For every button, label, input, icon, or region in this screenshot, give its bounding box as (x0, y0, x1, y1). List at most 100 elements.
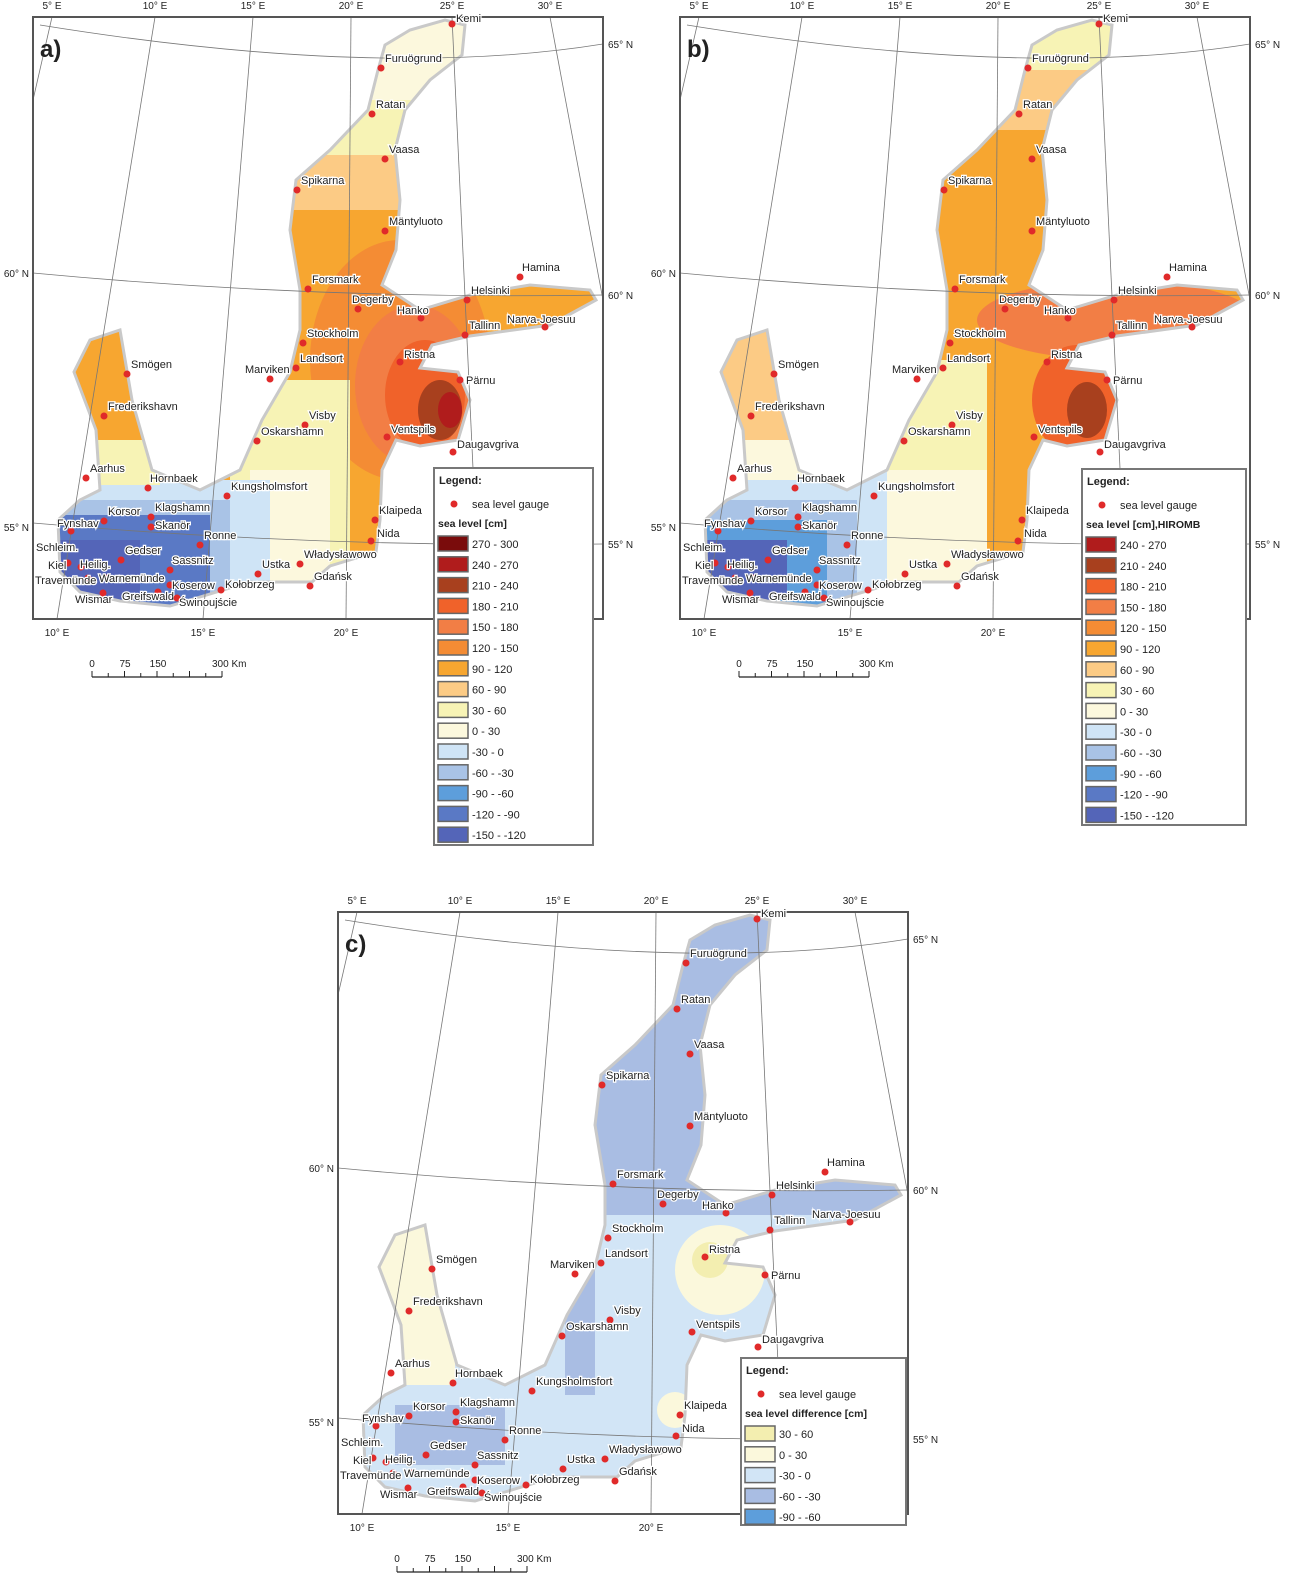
sea-level-gauge-marker[interactable] (1108, 331, 1116, 339)
sea-level-gauge-marker[interactable] (459, 1483, 467, 1491)
sea-level-gauge-marker[interactable] (724, 563, 732, 571)
sea-level-gauge-marker[interactable] (516, 273, 524, 281)
sea-level-gauge-marker[interactable] (304, 285, 312, 293)
sea-level-gauge-marker[interactable] (223, 492, 231, 500)
sea-level-gauge-marker[interactable] (1024, 64, 1032, 72)
sea-level-gauge-marker[interactable] (801, 588, 809, 596)
sea-level-gauge-marker[interactable] (456, 376, 464, 384)
sea-level-gauge-marker[interactable] (408, 1469, 416, 1477)
sea-level-gauge-marker[interactable] (768, 1191, 776, 1199)
sea-level-gauge-marker[interactable] (368, 110, 376, 118)
sea-level-gauge-marker[interactable] (1110, 296, 1118, 304)
sea-level-gauge-marker[interactable] (299, 339, 307, 347)
sea-level-gauge-marker[interactable] (1014, 537, 1022, 545)
sea-level-gauge-marker[interactable] (813, 581, 821, 589)
sea-level-gauge-marker[interactable] (688, 1328, 696, 1336)
sea-level-gauge-marker[interactable] (711, 543, 719, 551)
sea-level-gauge-marker[interactable] (750, 574, 758, 582)
sea-level-gauge-marker[interactable] (946, 339, 954, 347)
sea-level-gauge-marker[interactable] (196, 541, 204, 549)
sea-level-gauge-marker[interactable] (77, 563, 85, 571)
sea-level-gauge-marker[interactable] (846, 1218, 854, 1226)
sea-level-gauge-marker[interactable] (452, 1408, 460, 1416)
sea-level-gauge-marker[interactable] (67, 527, 75, 535)
sea-level-gauge-marker[interactable] (381, 227, 389, 235)
sea-level-gauge-marker[interactable] (448, 20, 456, 28)
sea-level-gauge-marker[interactable] (791, 484, 799, 492)
sea-level-gauge-marker[interactable] (471, 1461, 479, 1469)
sea-level-gauge-marker[interactable] (1015, 110, 1023, 118)
sea-level-gauge-marker[interactable] (820, 594, 828, 602)
sea-level-gauge-marker[interactable] (611, 1477, 619, 1485)
sea-level-gauge-marker[interactable] (770, 370, 778, 378)
sea-level-gauge-marker[interactable] (686, 1050, 694, 1058)
sea-level-gauge-marker[interactable] (1096, 448, 1104, 456)
sea-level-gauge-marker[interactable] (598, 1081, 606, 1089)
sea-level-gauge-marker[interactable] (900, 437, 908, 445)
sea-level-gauge-marker[interactable] (405, 1307, 413, 1315)
sea-level-gauge-marker[interactable] (387, 1369, 395, 1377)
sea-level-gauge-marker[interactable] (154, 588, 162, 596)
sea-level-gauge-marker[interactable] (672, 1432, 680, 1440)
sea-level-gauge-marker[interactable] (541, 323, 549, 331)
sea-level-gauge-marker[interactable] (953, 582, 961, 590)
sea-level-gauge-marker[interactable] (372, 1422, 380, 1430)
sea-level-gauge-marker[interactable] (166, 581, 174, 589)
sea-level-gauge-marker[interactable] (173, 594, 181, 602)
sea-level-gauge-marker[interactable] (99, 589, 107, 597)
sea-level-gauge-marker[interactable] (396, 358, 404, 366)
sea-level-gauge-marker[interactable] (821, 1168, 829, 1176)
sea-level-gauge-marker[interactable] (471, 1476, 479, 1484)
sea-level-gauge-marker[interactable] (746, 589, 754, 597)
sea-level-gauge-marker[interactable] (729, 474, 737, 482)
sea-level-gauge-marker[interactable] (417, 314, 425, 322)
sea-level-gauge-marker[interactable] (951, 285, 959, 293)
sea-level-gauge-marker[interactable] (711, 559, 719, 567)
sea-level-gauge-marker[interactable] (292, 364, 300, 372)
sea-level-gauge-marker[interactable] (1043, 358, 1051, 366)
sea-level-gauge-marker[interactable] (117, 556, 125, 564)
sea-level-gauge-marker[interactable] (722, 1209, 730, 1217)
sea-level-gauge-marker[interactable] (389, 1469, 397, 1477)
sea-level-gauge-marker[interactable] (943, 560, 951, 568)
sea-level-gauge-marker[interactable] (217, 586, 225, 594)
sea-level-gauge-marker[interactable] (1163, 273, 1171, 281)
sea-level-gauge-marker[interactable] (166, 566, 174, 574)
sea-level-gauge-marker[interactable] (939, 364, 947, 372)
sea-level-gauge-marker[interactable] (761, 1271, 769, 1279)
sea-level-gauge-marker[interactable] (369, 1438, 377, 1446)
sea-level-gauge-marker[interactable] (528, 1387, 536, 1395)
sea-level-gauge-marker[interactable] (147, 513, 155, 521)
sea-level-gauge-marker[interactable] (747, 412, 755, 420)
sea-level-gauge-marker[interactable] (1001, 305, 1009, 313)
sea-level-gauge-marker[interactable] (1095, 20, 1103, 28)
sea-level-gauge-marker[interactable] (381, 155, 389, 163)
sea-level-gauge-marker[interactable] (64, 559, 72, 567)
sea-level-gauge-marker[interactable] (100, 517, 108, 525)
sea-level-gauge-marker[interactable] (266, 375, 274, 383)
sea-level-gauge-marker[interactable] (452, 1418, 460, 1426)
sea-level-gauge-marker[interactable] (609, 1180, 617, 1188)
sea-level-gauge-marker[interactable] (369, 1454, 377, 1462)
sea-level-gauge-marker[interactable] (1188, 323, 1196, 331)
sea-level-gauge-marker[interactable] (864, 586, 872, 594)
sea-level-gauge-marker[interactable] (571, 1270, 579, 1278)
sea-level-gauge-marker[interactable] (100, 412, 108, 420)
sea-level-gauge-marker[interactable] (501, 1436, 509, 1444)
sea-level-gauge-marker[interactable] (478, 1489, 486, 1497)
sea-level-gauge-marker[interactable] (601, 1455, 609, 1463)
sea-level-gauge-marker[interactable] (405, 1412, 413, 1420)
sea-level-gauge-marker[interactable] (659, 1200, 667, 1208)
sea-level-gauge-marker[interactable] (764, 556, 772, 564)
sea-level-gauge-marker[interactable] (559, 1465, 567, 1473)
sea-level-gauge-marker[interactable] (813, 566, 821, 574)
sea-level-gauge-marker[interactable] (940, 186, 948, 194)
sea-level-gauge-marker[interactable] (673, 1005, 681, 1013)
sea-level-gauge-marker[interactable] (371, 516, 379, 524)
sea-level-gauge-marker[interactable] (522, 1481, 530, 1489)
sea-level-gauge-marker[interactable] (1028, 155, 1036, 163)
sea-level-gauge-marker[interactable] (422, 1451, 430, 1459)
sea-level-gauge-marker[interactable] (404, 1484, 412, 1492)
sea-level-gauge-marker[interactable] (377, 64, 385, 72)
sea-level-gauge-marker[interactable] (449, 448, 457, 456)
